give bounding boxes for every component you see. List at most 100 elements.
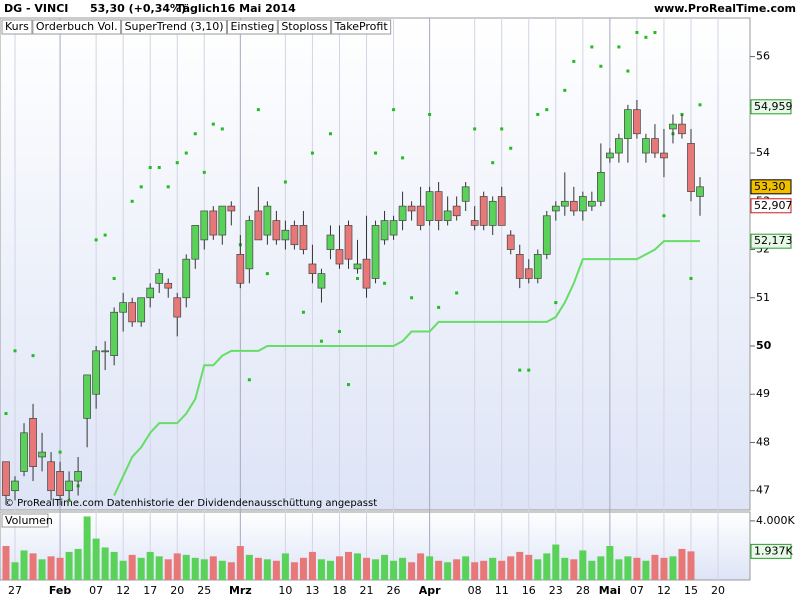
- takeprofit-dot: [644, 35, 648, 39]
- volume-bar: [47, 556, 55, 580]
- candle-body: [29, 418, 37, 467]
- volume-bar: [687, 551, 695, 580]
- volume-bar: [417, 553, 425, 580]
- candle-body: [227, 205, 236, 212]
- takeprofit-dot: [401, 156, 405, 160]
- volume-bar: [146, 551, 154, 580]
- supertrend-line: [113, 240, 700, 496]
- takeprofit-dot: [328, 132, 332, 136]
- takeprofit-dot: [247, 378, 251, 382]
- legend-label: Kurs: [5, 20, 29, 33]
- candle-body: [624, 109, 632, 139]
- candle-body: [182, 258, 191, 299]
- volume-bar: [480, 560, 488, 580]
- volume-bar: [570, 559, 578, 580]
- period: Täglich: [176, 2, 220, 15]
- volume-bar: [182, 554, 190, 580]
- volume-bar: [326, 560, 334, 580]
- takeprofit-dot: [112, 276, 116, 280]
- x-tick-label: 18: [332, 584, 346, 597]
- candle-body: [200, 210, 209, 241]
- x-tick-label: 16: [522, 584, 536, 597]
- legend-label: SuperTrend (3,10): [125, 20, 224, 33]
- volume-bar: [344, 551, 352, 580]
- candle-body: [173, 297, 182, 318]
- candle-body: [20, 432, 28, 472]
- volume-bar: [29, 553, 37, 580]
- x-tick-label: 10: [278, 584, 292, 597]
- x-tick-label: Mrz: [229, 584, 252, 597]
- takeprofit-dot: [193, 132, 197, 136]
- volume-bar: [218, 560, 226, 580]
- candle-body: [92, 350, 100, 395]
- candle-body: [497, 196, 506, 226]
- takeprofit-dot: [473, 127, 477, 131]
- x-tick-label: 20: [711, 584, 725, 597]
- takeprofit-dot: [265, 272, 269, 276]
- candle-body: [47, 461, 55, 492]
- price-label: 52,173: [754, 234, 793, 247]
- takeprofit-dot: [662, 214, 666, 218]
- candle-body: [461, 186, 470, 202]
- x-tick-label: 23: [549, 584, 563, 597]
- candle-body: [83, 374, 91, 419]
- candle-body: [488, 200, 497, 226]
- volume-bar: [633, 557, 641, 580]
- takeprofit-dot: [202, 170, 206, 174]
- price-label: 52,907: [754, 199, 793, 212]
- takeprofit-dot: [410, 296, 414, 300]
- title: DG - VINCI: [4, 2, 68, 15]
- candle-body: [678, 123, 686, 135]
- price-label-box: [750, 198, 792, 214]
- volume-bar: [579, 550, 587, 580]
- takeprofit-dot: [527, 368, 531, 372]
- takeprofit-dot: [256, 108, 260, 112]
- legend-box: [277, 19, 332, 35]
- takeprofit-dot: [563, 88, 567, 92]
- volume-bar: [669, 556, 677, 580]
- candle-body: [254, 210, 263, 241]
- candle-body: [597, 172, 605, 202]
- volume-bar: [435, 560, 443, 580]
- takeprofit-dot: [554, 301, 558, 305]
- takeprofit-dot: [166, 185, 170, 189]
- candle-body: [137, 297, 146, 323]
- volume-bar: [92, 538, 100, 580]
- volume-bar: [399, 557, 407, 580]
- legend-box: [226, 19, 278, 35]
- y-tick-label: 54: [756, 146, 770, 159]
- candle-body: [651, 138, 659, 154]
- candle-body: [335, 249, 344, 265]
- candle-body: [317, 273, 326, 289]
- takeprofit-dot: [337, 330, 341, 334]
- candle-body: [407, 205, 416, 212]
- volume-bar: [453, 559, 461, 580]
- volume-bar: [209, 556, 217, 580]
- takeprofit-dot: [374, 151, 378, 155]
- volume-bar: [164, 559, 172, 580]
- candle-body: [434, 191, 443, 221]
- candle-body: [615, 138, 623, 154]
- x-tick-label: 26: [387, 584, 401, 597]
- y-tick-label: 49: [756, 387, 770, 400]
- volume-bar: [381, 554, 389, 580]
- volume-bar: [191, 557, 199, 580]
- takeprofit-dot: [500, 127, 504, 131]
- legend-box: [121, 19, 227, 35]
- candle-body: [398, 205, 407, 221]
- candle-body: [101, 350, 109, 353]
- takeprofit-dot: [689, 276, 693, 280]
- takeprofit-dot: [536, 112, 540, 116]
- x-tick-label: Feb: [49, 584, 72, 597]
- takeprofit-dot: [437, 305, 441, 309]
- takeprofit-dot: [518, 368, 522, 372]
- volume-bar: [543, 553, 551, 580]
- candle-body: [11, 480, 19, 492]
- volume-last-label: 1.937K: [754, 544, 793, 557]
- x-tick-label: 25: [197, 584, 211, 597]
- volume-bar: [245, 554, 253, 580]
- x-tick-label: 12: [657, 584, 671, 597]
- candle-body: [515, 254, 524, 279]
- candle-body: [606, 152, 614, 159]
